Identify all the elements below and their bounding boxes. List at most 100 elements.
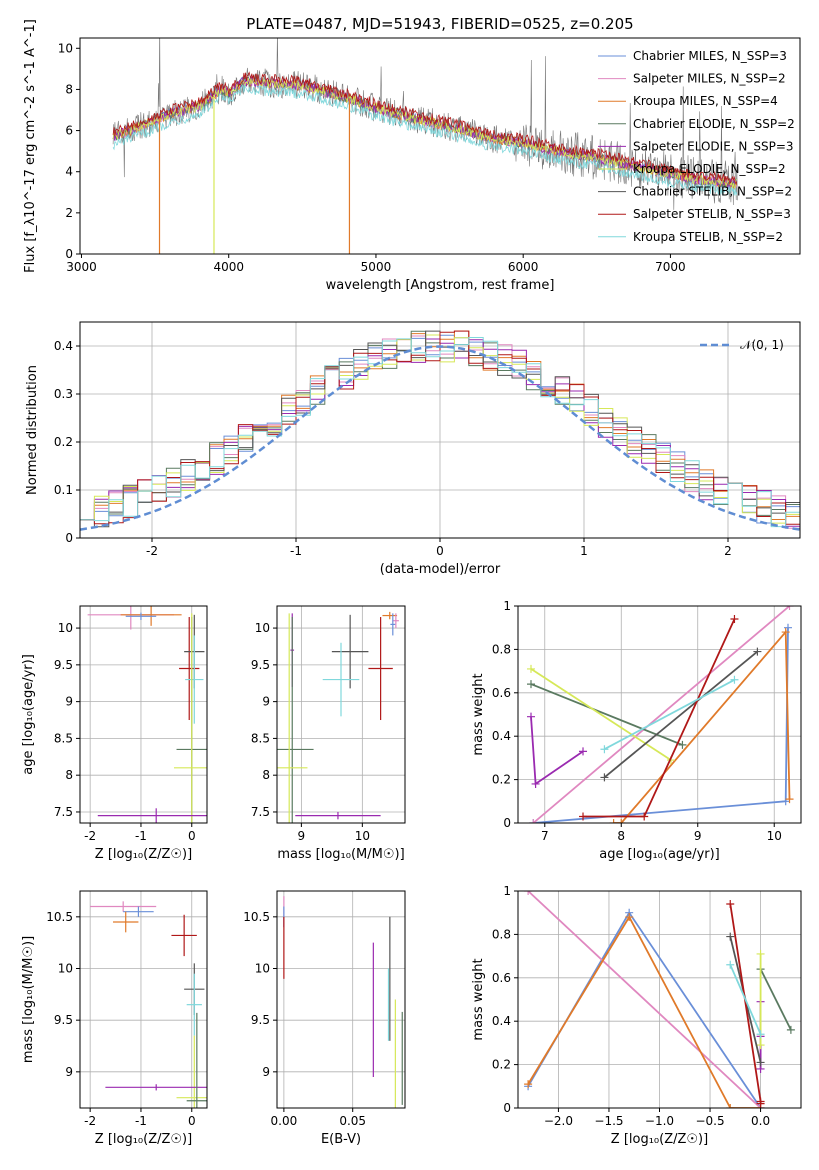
x-axis-label: E(B-V): [321, 1132, 361, 1147]
weight-marker: [726, 932, 735, 941]
x-tick-label: 9: [694, 829, 702, 843]
y-tick-label: 10: [255, 621, 270, 635]
weight-marker: [781, 628, 790, 637]
y-tick-label: 8: [262, 768, 270, 782]
y-tick-label: 8.5: [54, 731, 73, 745]
legend-label: Kroupa MILES, N_SSP=4: [633, 94, 778, 108]
y-tick-label: 0.2: [492, 1058, 511, 1072]
weight-marker: [579, 812, 588, 821]
weight-series-line: [759, 968, 792, 1031]
histogram-series: [80, 337, 800, 528]
x-tick-label: 5000: [361, 260, 392, 274]
axes-frame: [79, 890, 208, 1109]
weight-marker: [786, 1025, 795, 1034]
weight-marker: [524, 891, 533, 895]
y-axis-label: age [log₁₀(age/yr)]: [21, 654, 36, 775]
axes-frame: [79, 605, 208, 824]
weight-marker: [730, 615, 739, 624]
y-tick-label: 9.5: [54, 1013, 73, 1027]
y-tick-label: 0.1: [54, 483, 73, 497]
legend-label: Kroupa ELODIE, N_SSP=2: [633, 162, 786, 176]
weight-marker: [678, 740, 687, 749]
weight-marker: [756, 949, 765, 958]
y-tick-label: 7.5: [54, 805, 73, 819]
y-tick-label: 0: [503, 816, 511, 830]
weight-marker: [785, 795, 794, 804]
weight-marker: [726, 1104, 735, 1108]
legend-label: Salpeter STELIB, N_SSP=3: [633, 207, 791, 221]
y-tick-label: 10: [58, 41, 73, 55]
legend-label: 𝒩(0, 1): [740, 338, 784, 352]
x-tick-label: 0.00: [271, 1114, 298, 1128]
plot-area: [112, 38, 738, 254]
y-tick-label: 4: [65, 165, 73, 179]
x-tick-label: 3000: [66, 260, 97, 274]
weight-series-line: [603, 679, 735, 750]
x-tick-label: 0.0: [751, 1114, 770, 1128]
x-tick-label: −0.5: [695, 1114, 724, 1128]
y-tick-label: 1: [503, 884, 511, 898]
weight-marker: [726, 900, 735, 909]
weight-marker: [640, 812, 649, 821]
y-tick-label: 10: [255, 962, 270, 976]
y-tick-label: 10.5: [243, 910, 270, 924]
y-tick-label: 6: [65, 124, 73, 138]
y-tick-label: 0.8: [492, 927, 511, 941]
y-tick-label: 8: [65, 768, 73, 782]
y-tick-label: 2: [65, 206, 73, 220]
plot-area: [524, 891, 795, 1108]
weight-marker: [579, 747, 588, 756]
plot-area: [87, 606, 207, 823]
x-tick-label: -1: [135, 829, 147, 843]
figure-title: PLATE=0487, MJD=51943, FIBERID=0525, z=0…: [246, 15, 633, 33]
weight-marker: [730, 675, 739, 684]
weight-marker: [756, 1099, 765, 1108]
y-axis-label: Normed distribution: [25, 365, 40, 495]
x-tick-label: 10: [767, 829, 782, 843]
weight-marker: [600, 745, 609, 754]
weight-marker: [753, 647, 762, 656]
legend: Chabrier MILES, N_SSP=3 Salpeter MILES, N…: [598, 49, 795, 244]
x-tick-label: 1: [580, 544, 588, 558]
weight-marker: [625, 913, 634, 922]
y-tick-label: 10: [58, 962, 73, 976]
weight-marker: [617, 819, 626, 823]
weight-series-line: [532, 606, 791, 823]
x-tick-label: -2: [146, 544, 158, 558]
y-tick-label: 1: [503, 599, 511, 613]
y-axis-label: mass weight: [471, 958, 486, 1040]
age-vs-mass-panel: 9 10 7.5 8 8.5 9 9.5 10 mass [log₁₀(M/M☉)]: [251, 605, 406, 862]
plot-area: [277, 611, 399, 823]
x-axis-label: mass [log₁₀(M/M☉)]: [277, 847, 404, 862]
y-tick-label: 9.5: [54, 658, 73, 672]
weight-marker: [726, 960, 735, 969]
x-tick-label: 0: [188, 829, 196, 843]
weight-series-line: [603, 650, 758, 779]
y-tick-label: 9: [65, 1065, 73, 1079]
x-tick-label: 2: [724, 544, 732, 558]
y-tick-label: 0.4: [492, 1014, 511, 1028]
y-tick-label: 7.5: [251, 805, 270, 819]
legend-label: Kroupa STELIB, N_SSP=2: [633, 230, 783, 244]
mass-vs-metallicity-panel: -2 -1 0 9 9.5 10 10.5 Z [log₁₀(Z/Z☉)] mass [log₁…: [21, 890, 208, 1147]
x-tick-label: -2: [84, 829, 96, 843]
y-tick-label: 10.5: [46, 910, 73, 924]
mass-weight-vs-metallicity-panel: −2.0 −1.5 −1.0 −0.5 0.0 0 0.2 0.4 0.6 0.8 1 Z [log₁…: [471, 884, 802, 1147]
mass-weight-vs-age-panel: 7 8 9 10 0 0.2 0.4 0.6 0.8 1 age [log₁₀(age/yr)] ma…: [471, 599, 802, 862]
y-tick-label: 0: [65, 531, 73, 545]
y-tick-label: 0.3: [54, 387, 73, 401]
y-tick-label: 9: [262, 1065, 270, 1079]
x-axis-label: age [log₁₀(age/yr)]: [599, 847, 720, 862]
x-tick-label: 8: [617, 829, 625, 843]
weight-marker: [756, 1041, 765, 1050]
residuals-panel: 𝒩(0, 1) -2 -1 0 1 2 0 0.1 0.2 0.3 0.4 (data-model)/…: [25, 321, 801, 577]
weight-marker: [529, 819, 538, 823]
spectrum-model-line: [112, 77, 737, 189]
weight-marker: [785, 606, 794, 610]
x-axis-label: wavelength [Angstrom, rest frame]: [326, 278, 555, 293]
axes-frame: [276, 605, 406, 824]
plot-area: [80, 330, 800, 531]
y-tick-label: 10: [58, 621, 73, 635]
x-tick-label: 4000: [213, 260, 244, 274]
